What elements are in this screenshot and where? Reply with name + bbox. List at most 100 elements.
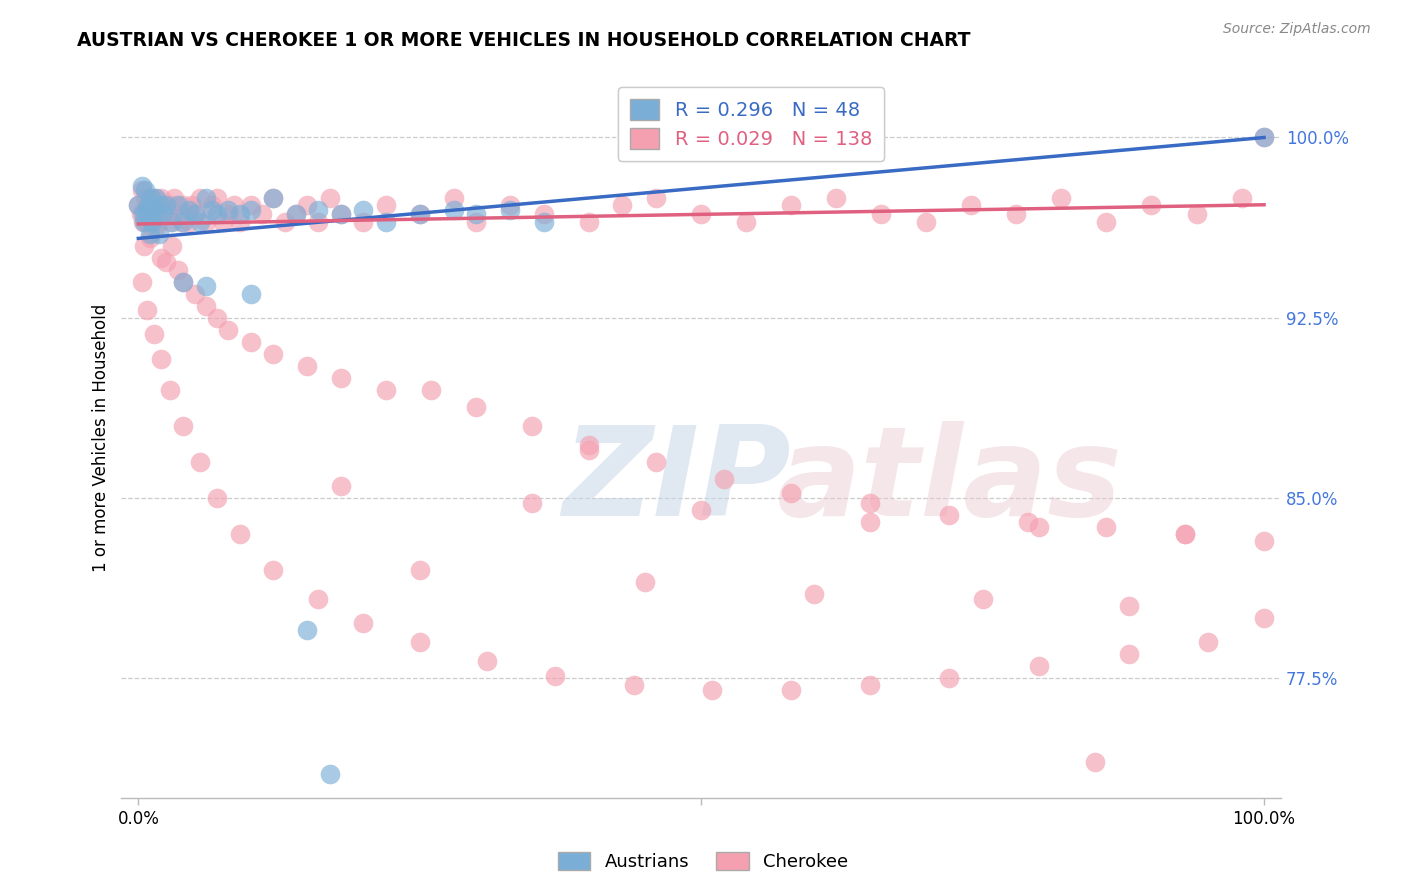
Point (409, 207, 432, 221)
Point (160, 214, 183, 228)
Point (138, 207, 160, 221)
Point (262, 563, 284, 577)
Point (409, 563, 432, 577)
Point (149, 351, 172, 366)
Point (295, 359, 318, 373)
Point (284, 207, 307, 221)
Point (134, 190, 156, 204)
Point (533, 207, 555, 221)
Y-axis label: 1 or more Vehicles in Household: 1 or more Vehicles in Household (93, 303, 110, 572)
Point (172, 198, 194, 212)
Point (522, 496, 544, 510)
Point (170, 214, 193, 228)
Point (194, 214, 217, 228)
Point (803, 587, 825, 601)
Point (1197, 635, 1219, 649)
Point (1050, 190, 1073, 204)
Point (136, 303, 159, 318)
Legend: R = 0.296   N = 48, R = 0.029   N = 138: R = 0.296 N = 48, R = 0.029 N = 138 (619, 87, 883, 161)
Point (1253, 130, 1275, 145)
Point (217, 202, 239, 217)
Point (273, 214, 295, 228)
Point (163, 190, 186, 204)
Point (262, 190, 284, 204)
Point (138, 198, 160, 212)
Point (1174, 527, 1197, 541)
Point (194, 190, 217, 204)
Point (239, 198, 262, 212)
Point (134, 183, 156, 197)
Point (713, 472, 735, 486)
Point (155, 198, 177, 212)
Point (318, 767, 340, 781)
Point (420, 383, 443, 397)
Point (533, 214, 555, 228)
Text: AUSTRIAN VS CHEROKEE 1 OR MORE VEHICLES IN HOUSEHOLD CORRELATION CHART: AUSTRIAN VS CHEROKEE 1 OR MORE VEHICLES … (77, 31, 970, 50)
Point (131, 275, 153, 289)
Point (307, 591, 329, 606)
Point (143, 198, 166, 212)
Point (132, 207, 155, 221)
Point (859, 678, 882, 692)
Point (143, 190, 166, 204)
Point (250, 207, 273, 221)
Point (135, 214, 157, 228)
Point (129, 207, 152, 221)
Point (172, 214, 194, 228)
Point (138, 227, 160, 241)
Point (1028, 519, 1050, 533)
Point (166, 262, 188, 277)
Point (307, 214, 329, 228)
Point (375, 214, 398, 228)
Point (132, 202, 155, 217)
Point (1230, 190, 1253, 204)
Point (143, 214, 166, 228)
Point (159, 383, 181, 397)
Point (174, 207, 197, 221)
Point (780, 683, 803, 698)
Point (1118, 599, 1140, 613)
Point (623, 678, 645, 692)
Point (690, 207, 713, 221)
Point (139, 190, 162, 204)
Point (1185, 207, 1208, 221)
Point (205, 310, 228, 325)
Point (149, 198, 172, 212)
Point (148, 214, 170, 228)
Point (143, 221, 166, 235)
Point (149, 251, 172, 265)
Point (139, 214, 162, 228)
Point (132, 214, 155, 228)
Point (1174, 527, 1197, 541)
Point (612, 198, 634, 212)
Point (138, 190, 160, 204)
Point (166, 198, 188, 212)
Point (465, 400, 488, 414)
Point (239, 286, 262, 301)
Point (136, 198, 159, 212)
Point (375, 198, 398, 212)
Point (307, 202, 329, 217)
Point (132, 214, 155, 228)
Point (172, 418, 194, 433)
Point (702, 683, 724, 698)
Point (960, 198, 983, 212)
Point (177, 214, 200, 228)
Point (284, 207, 307, 221)
Point (205, 190, 228, 204)
Point (141, 214, 163, 228)
Point (131, 178, 153, 193)
Point (353, 202, 375, 217)
Point (152, 207, 174, 221)
Point (499, 202, 522, 217)
Point (183, 286, 205, 301)
Point (149, 190, 172, 204)
Point (578, 438, 600, 452)
Point (160, 198, 183, 212)
Point (172, 275, 194, 289)
Point (188, 190, 211, 204)
Point (142, 207, 165, 221)
Point (131, 183, 153, 197)
Point (353, 214, 375, 228)
Text: ZIP: ZIP (562, 420, 790, 541)
